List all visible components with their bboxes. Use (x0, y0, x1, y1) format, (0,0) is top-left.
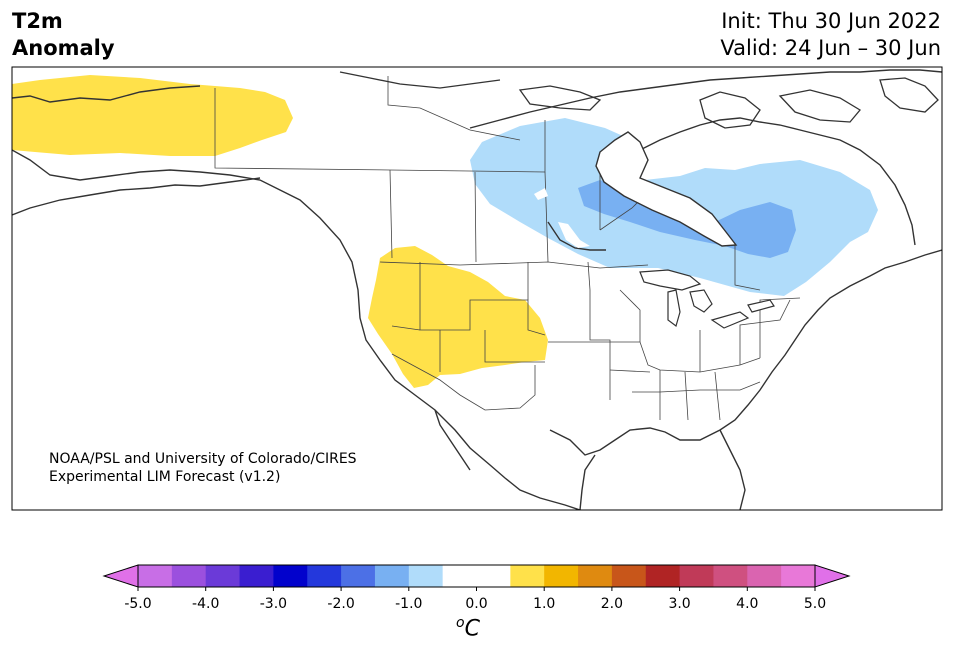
credit-line-2: Experimental LIM Forecast (v1.2) (49, 469, 281, 485)
lake-winnipeg (558, 222, 590, 248)
colorbar-segment (679, 565, 714, 587)
colorbar-segment (239, 565, 274, 587)
colorbar-tick-label: 4.0 (736, 596, 758, 612)
colorbar-segment (476, 565, 511, 587)
colorbar-tick-label: 3.0 (668, 596, 690, 612)
colorbar-tick-label: 1.0 (533, 596, 555, 612)
unit-letter: C (464, 616, 480, 642)
init-date: Init: Thu 30 Jun 2022 (721, 9, 941, 33)
colorbar-segment (645, 565, 681, 587)
colorbar-segment (307, 565, 342, 587)
coastlines (12, 69, 942, 510)
colorbar-tick-label: -5.0 (124, 596, 151, 612)
hudson-bay (595, 131, 738, 247)
arctic-islands (339, 71, 939, 129)
unit-degree: o (456, 615, 465, 631)
colorbar-segment (171, 565, 207, 587)
colorbar-segment (713, 565, 748, 587)
colorbar-over-arrow (814, 564, 851, 588)
title-line-2: Anomaly (12, 36, 115, 60)
valid-range: Valid: 24 Jun – 30 Jun (720, 36, 941, 60)
colorbar-segment (408, 565, 444, 587)
colorbar-segment (781, 565, 816, 587)
colorbar-tick-label: 2.0 (601, 596, 623, 612)
colorbar-tick-label: -2.0 (327, 596, 354, 612)
credit-line-1: NOAA/PSL and University of Colorado/CIRE… (49, 451, 357, 467)
great-lakes (639, 269, 775, 329)
colorbar-tick-label: -3.0 (260, 596, 287, 612)
colorbar-segment (205, 565, 241, 587)
colorbar-unit-label: oC (456, 615, 480, 641)
map-frame (11, 66, 943, 511)
colorbar-segments (102, 564, 851, 588)
lake-spot (534, 188, 548, 200)
colorbar-segment (510, 565, 545, 587)
colorbar-segment (442, 565, 477, 587)
colorbar-ticks: -5.0 -4.0 -3.0 -2.0 -1.0 0.0 1.0 2.0 3.0 4.0 5.0 (124, 587, 826, 612)
map-title: T2m Anomaly (12, 8, 115, 62)
colorbar-segment (374, 565, 410, 587)
colorbar-under-arrow (102, 564, 139, 588)
colorbar-segment (611, 565, 647, 587)
colorbar-segment (273, 565, 308, 587)
colorbar-segment (138, 565, 173, 587)
colorbar-segment (747, 565, 782, 587)
colorbar-segment (544, 565, 579, 587)
colorbar-segment (341, 565, 376, 587)
colorbar-segment (578, 565, 613, 587)
colorbar-tick-label: -4.0 (192, 596, 219, 612)
warm-anomaly-western-us (368, 246, 548, 388)
colorbar-tick-label: 0.0 (465, 596, 487, 612)
warm-anomaly-alaska (12, 75, 293, 156)
colorbar-tick-label: 5.0 (804, 596, 826, 612)
title-line-1: T2m (12, 9, 63, 33)
forecast-credit: NOAA/PSL and University of Colorado/CIRE… (49, 450, 357, 486)
colorbar-tick-label: -1.0 (395, 596, 422, 612)
forecast-dates: Init: Thu 30 Jun 2022 Valid: 24 Jun – 30… (720, 8, 941, 62)
